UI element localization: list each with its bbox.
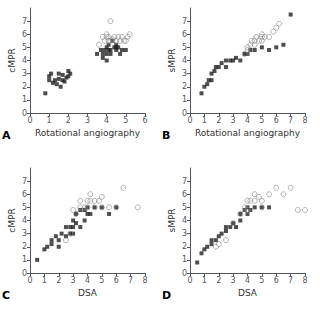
svg-text:6: 6 bbox=[182, 30, 187, 39]
svg-text:4: 4 bbox=[245, 276, 250, 285]
svg-text:DSA: DSA bbox=[238, 288, 258, 298]
svg-text:0: 0 bbox=[22, 269, 27, 278]
svg-text:3: 3 bbox=[22, 69, 27, 78]
svg-text:7: 7 bbox=[128, 276, 133, 285]
svg-text:Rotational angiography: Rotational angiography bbox=[35, 128, 141, 138]
svg-text:2: 2 bbox=[216, 276, 221, 285]
svg-text:7: 7 bbox=[182, 17, 187, 26]
svg-text:5: 5 bbox=[22, 203, 27, 212]
svg-text:6: 6 bbox=[22, 30, 27, 39]
svg-text:0: 0 bbox=[182, 109, 187, 118]
svg-text:1: 1 bbox=[22, 95, 27, 104]
svg-text:6: 6 bbox=[274, 116, 279, 125]
svg-text:D: D bbox=[162, 289, 171, 302]
svg-text:6: 6 bbox=[142, 116, 147, 125]
svg-text:0: 0 bbox=[22, 109, 27, 118]
svg-text:1: 1 bbox=[202, 116, 207, 125]
svg-text:1: 1 bbox=[182, 95, 187, 104]
svg-text:sMPR: sMPR bbox=[167, 208, 177, 232]
svg-text:7: 7 bbox=[288, 116, 293, 125]
svg-text:0: 0 bbox=[27, 116, 32, 125]
svg-text:0: 0 bbox=[187, 276, 192, 285]
svg-text:3: 3 bbox=[231, 116, 236, 125]
svg-text:6: 6 bbox=[182, 190, 187, 199]
svg-text:3: 3 bbox=[182, 69, 187, 78]
svg-text:0: 0 bbox=[182, 269, 187, 278]
svg-text:5: 5 bbox=[259, 276, 264, 285]
svg-text:6: 6 bbox=[114, 276, 119, 285]
svg-text:4: 4 bbox=[22, 216, 27, 225]
svg-text:8: 8 bbox=[302, 276, 307, 285]
svg-text:2: 2 bbox=[66, 116, 71, 125]
svg-text:4: 4 bbox=[245, 116, 250, 125]
svg-text:5: 5 bbox=[99, 276, 104, 285]
svg-text:3: 3 bbox=[85, 116, 90, 125]
svg-text:5: 5 bbox=[259, 116, 264, 125]
svg-text:6: 6 bbox=[274, 276, 279, 285]
svg-text:2: 2 bbox=[182, 82, 187, 91]
svg-text:A: A bbox=[2, 129, 11, 142]
svg-text:cMPR: cMPR bbox=[7, 48, 17, 72]
svg-text:2: 2 bbox=[22, 242, 27, 251]
svg-text:5: 5 bbox=[22, 43, 27, 52]
svg-text:4: 4 bbox=[22, 56, 27, 65]
svg-text:4: 4 bbox=[182, 216, 187, 225]
svg-text:8: 8 bbox=[302, 116, 307, 125]
svg-text:2: 2 bbox=[22, 82, 27, 91]
svg-text:B: B bbox=[162, 129, 170, 142]
svg-text:3: 3 bbox=[231, 276, 236, 285]
svg-text:7: 7 bbox=[22, 17, 27, 26]
svg-text:1: 1 bbox=[182, 255, 187, 264]
svg-text:0: 0 bbox=[187, 116, 192, 125]
svg-text:4: 4 bbox=[182, 56, 187, 65]
svg-text:DSA: DSA bbox=[78, 288, 98, 298]
svg-text:3: 3 bbox=[22, 229, 27, 238]
svg-text:7: 7 bbox=[182, 177, 187, 186]
svg-text:5: 5 bbox=[182, 43, 187, 52]
svg-text:C: C bbox=[2, 289, 10, 302]
svg-text:3: 3 bbox=[71, 276, 76, 285]
svg-text:1: 1 bbox=[22, 255, 27, 264]
svg-text:0: 0 bbox=[27, 276, 32, 285]
svg-text:4: 4 bbox=[104, 116, 109, 125]
svg-text:2: 2 bbox=[182, 242, 187, 251]
svg-text:sMPR: sMPR bbox=[167, 48, 177, 72]
svg-text:7: 7 bbox=[288, 276, 293, 285]
svg-text:8: 8 bbox=[142, 276, 147, 285]
svg-text:5: 5 bbox=[182, 203, 187, 212]
svg-text:cMPR: cMPR bbox=[7, 208, 17, 232]
svg-text:1: 1 bbox=[202, 276, 207, 285]
svg-text:4: 4 bbox=[85, 276, 90, 285]
svg-text:2: 2 bbox=[56, 276, 61, 285]
svg-text:5: 5 bbox=[123, 116, 128, 125]
svg-text:2: 2 bbox=[216, 116, 221, 125]
svg-text:Rotational angiography: Rotational angiography bbox=[195, 128, 301, 138]
svg-text:1: 1 bbox=[47, 116, 52, 125]
svg-text:7: 7 bbox=[22, 177, 27, 186]
svg-text:3: 3 bbox=[182, 229, 187, 238]
svg-text:1: 1 bbox=[42, 276, 47, 285]
svg-text:6: 6 bbox=[22, 190, 27, 199]
